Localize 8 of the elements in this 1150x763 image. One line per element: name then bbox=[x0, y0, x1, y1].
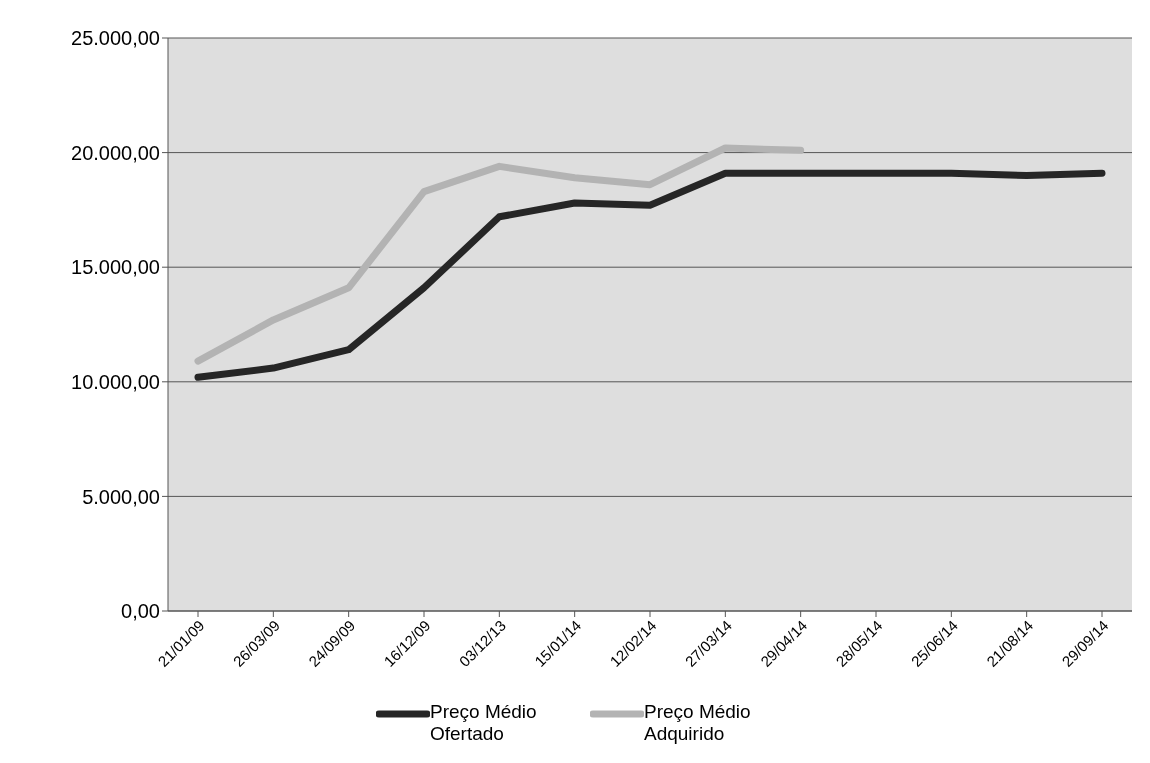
legend-label: Preço Médio Adquirido bbox=[644, 701, 752, 745]
y-tick-label: 20.000,00 bbox=[71, 141, 160, 164]
legend-label: Preço Médio Ofertado bbox=[430, 701, 538, 745]
y-tick-label: 5.000,00 bbox=[82, 485, 160, 508]
y-tick-label: 10.000,00 bbox=[71, 370, 160, 393]
y-tick-label: 25.000,00 bbox=[71, 27, 160, 50]
y-tick-label: 0,00 bbox=[121, 600, 160, 623]
y-tick-label: 15.000,00 bbox=[71, 256, 160, 279]
